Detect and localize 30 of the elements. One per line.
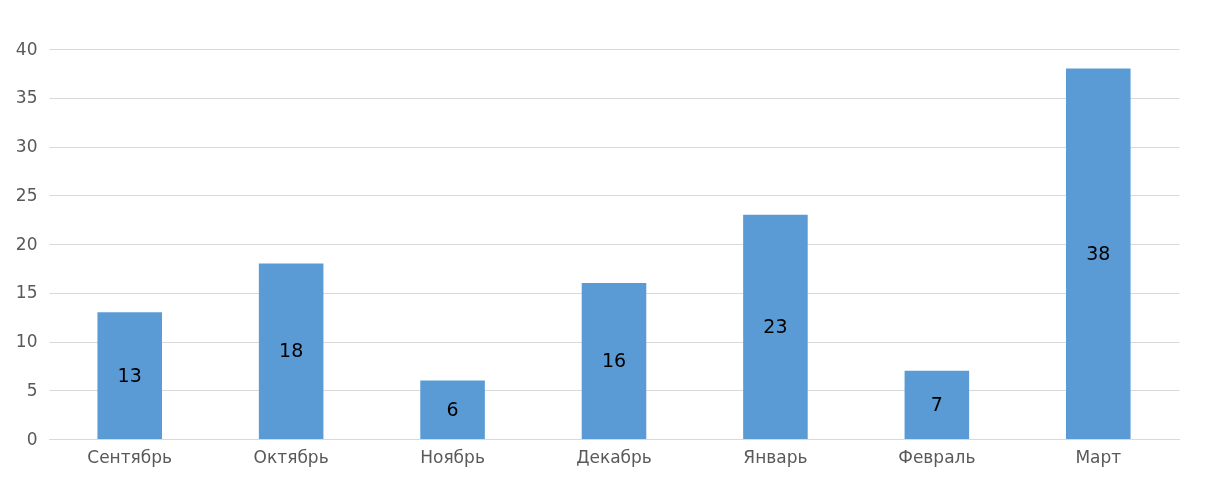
y-tick-label: 30 <box>15 136 38 156</box>
bar <box>904 370 970 439</box>
data-label: 6 <box>446 397 459 420</box>
y-tick-label: 0 <box>26 428 38 449</box>
x-tick-label: Февраль <box>898 446 976 467</box>
y-tick-label: 20 <box>15 233 38 254</box>
bar <box>581 283 647 439</box>
x-tick-label: Декабрь <box>576 446 652 467</box>
data-label: 18 <box>279 339 304 362</box>
x-tick-label: Сентябрь <box>87 446 173 467</box>
bar <box>1066 68 1131 439</box>
y-tick-label: 10 <box>15 331 38 351</box>
x-tick-label: Октябрь <box>253 446 329 467</box>
x-tick-label: Март <box>1075 446 1122 467</box>
x-tick-label: Ноябрь <box>420 446 485 467</box>
y-tick-label: 15 <box>15 282 38 303</box>
bar <box>258 263 324 439</box>
bar <box>743 214 808 439</box>
y-tick-label: 5 <box>26 379 38 400</box>
data-label: 23 <box>763 314 788 337</box>
y-tick-label: 35 <box>15 87 38 108</box>
data-label: 7 <box>930 392 943 415</box>
bar <box>420 380 485 439</box>
data-label: 38 <box>1086 241 1111 264</box>
y-tick-label: 40 <box>15 38 38 59</box>
x-tick-label: Январь <box>743 446 808 467</box>
data-label: 13 <box>117 363 142 386</box>
data-label: 16 <box>601 349 627 371</box>
bar <box>97 312 162 439</box>
y-tick-label: 25 <box>15 184 38 205</box>
